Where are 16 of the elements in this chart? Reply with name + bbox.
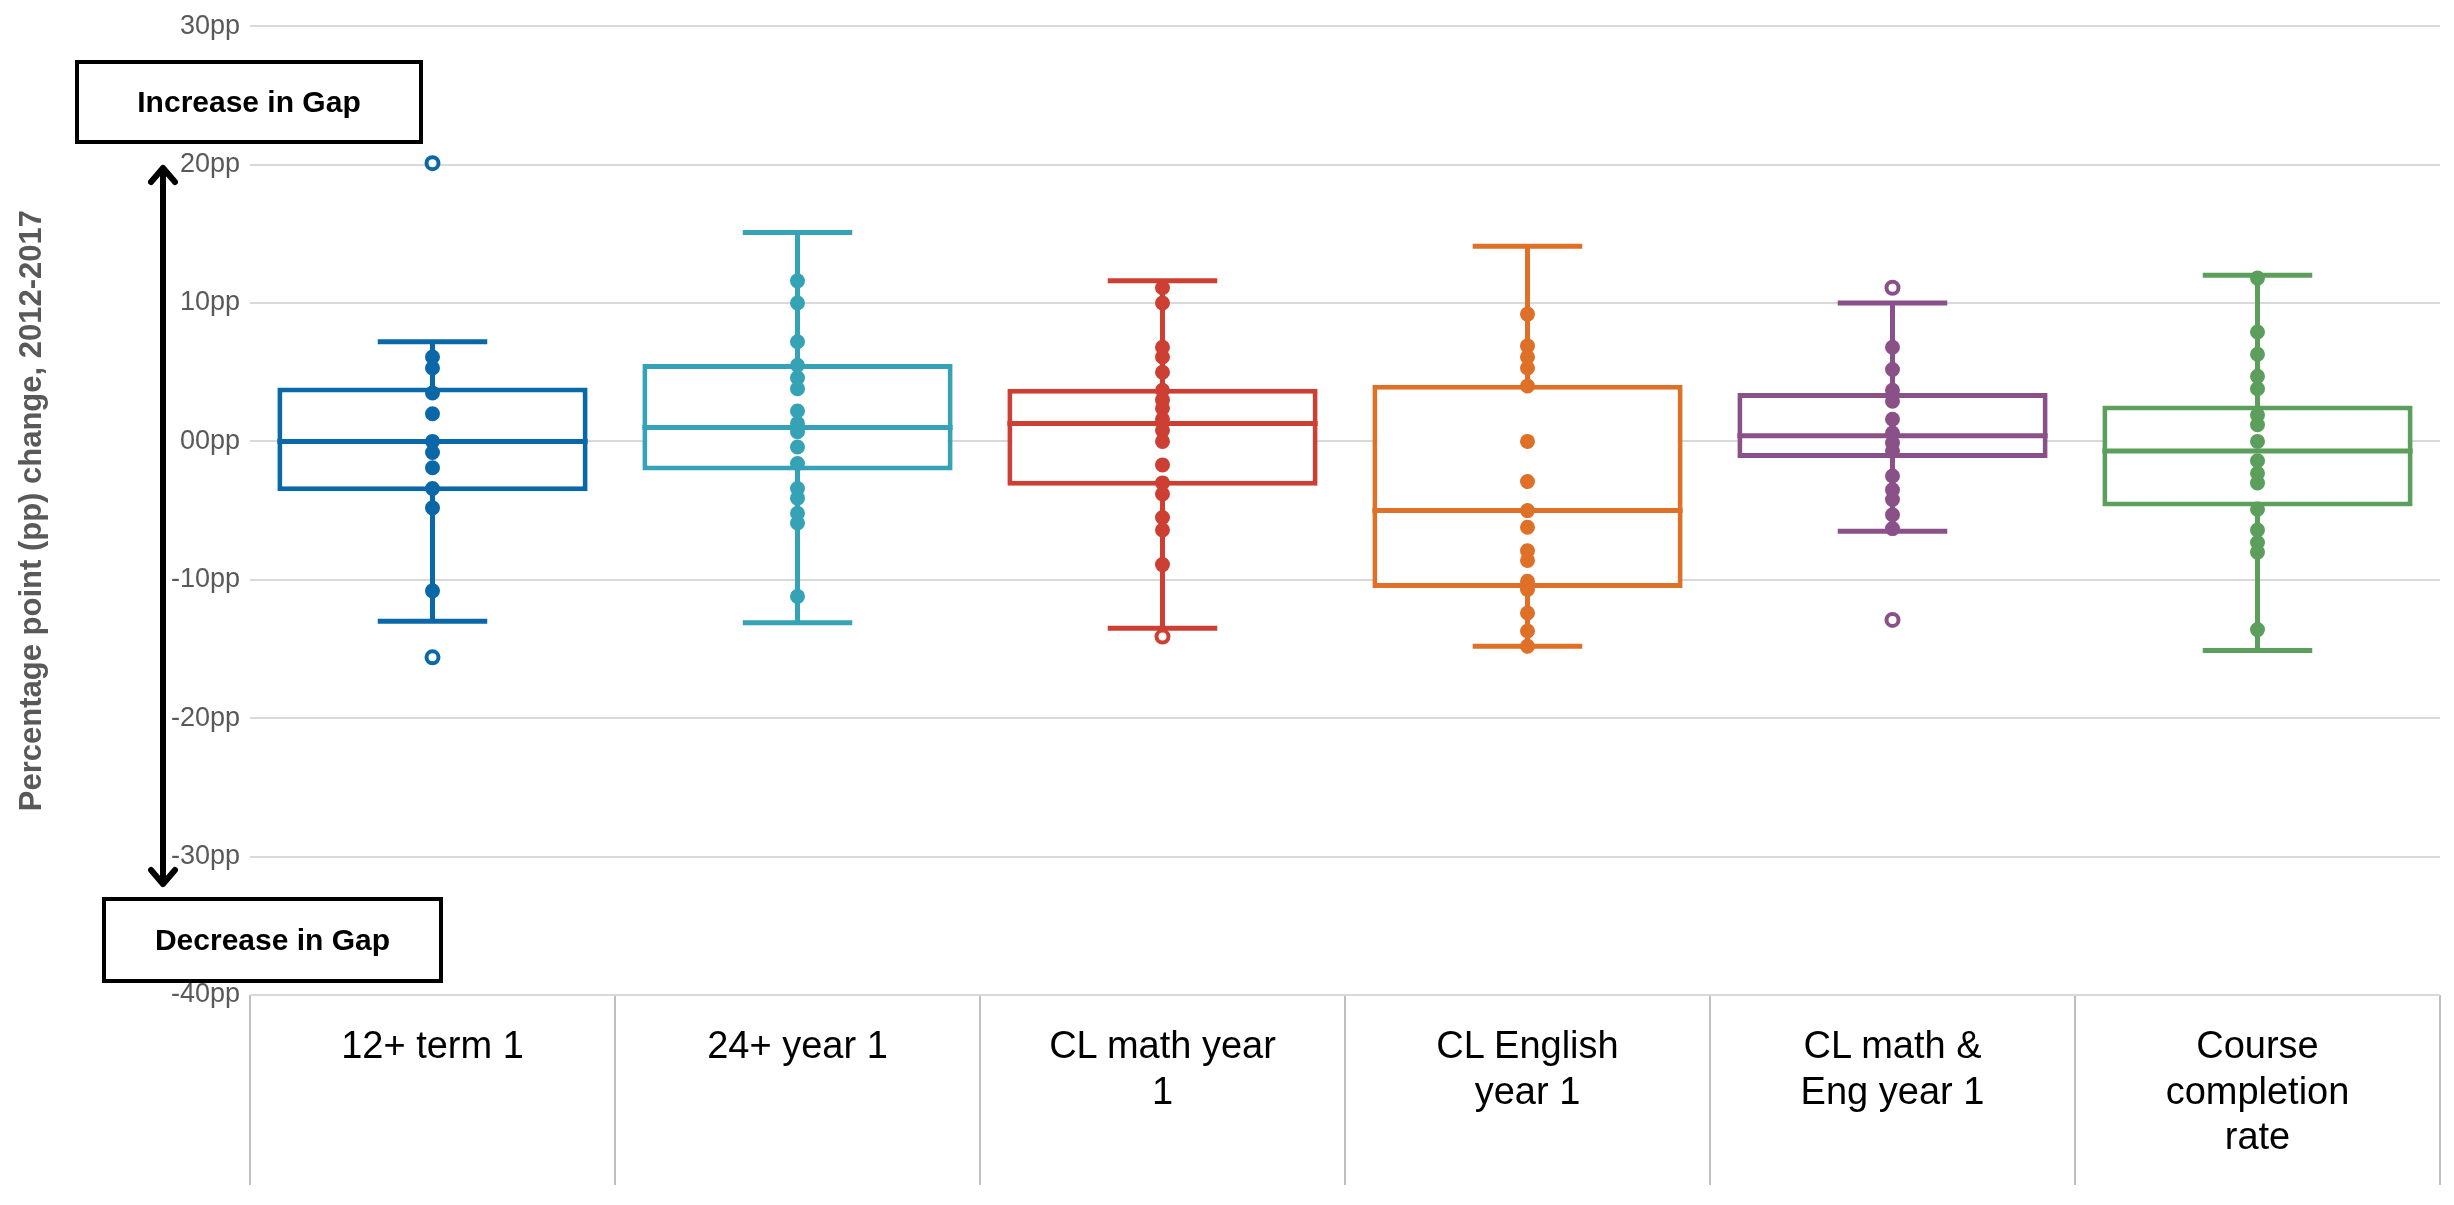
x-tick-label: CL math & Eng year 1: [1800, 1024, 1985, 1112]
y-axis-title: Percentage point (pp) change, 2012-2017: [13, 209, 49, 812]
y-tick-label: 20pp: [179, 148, 240, 179]
annotation: Decrease in Gap: [154, 923, 391, 956]
x-tick-label: CL English year 1: [1436, 1024, 1619, 1112]
x-tick-label: CL math year 1: [1049, 1024, 1277, 1112]
y-tick-label: -40pp: [170, 978, 240, 1009]
y-tick-label: -20pp: [170, 701, 240, 732]
x-tick-label: Course completion rate: [2165, 1024, 2350, 1158]
y-tick-label: 10pp: [179, 286, 240, 317]
y-tick-label: -10pp: [170, 563, 240, 594]
y-tick-label: -30pp: [170, 840, 240, 871]
y-tick-label: 00pp: [179, 424, 240, 455]
x-tick-label: 12+ term 1: [341, 1024, 524, 1067]
x-tick-label: 24+ year 1: [707, 1024, 888, 1067]
y-tick-label: 30pp: [179, 9, 240, 40]
